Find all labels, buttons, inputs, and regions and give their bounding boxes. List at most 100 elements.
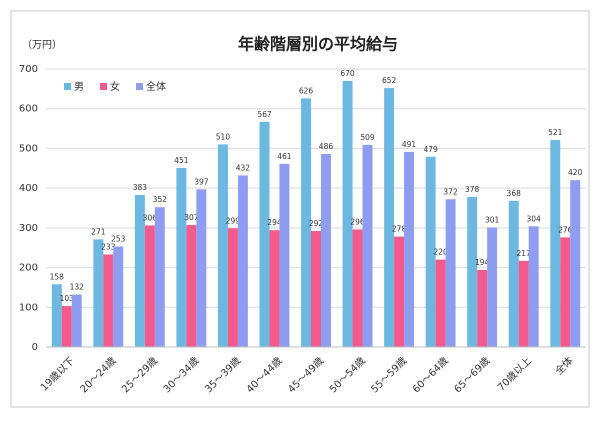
- x-tick-label: 55～59歳: [369, 355, 410, 396]
- bar: [134, 194, 145, 347]
- value-label: 253: [111, 235, 126, 244]
- legend-swatch: [100, 83, 107, 90]
- bar: [550, 140, 561, 347]
- legend-label: 男: [74, 81, 84, 93]
- value-label: 461: [277, 152, 292, 161]
- bar: [560, 237, 571, 347]
- value-label: 491: [402, 140, 417, 149]
- x-tick-label: 45～49歳: [286, 355, 327, 396]
- y-tick-label: 700: [19, 64, 38, 75]
- value-label: 486: [319, 142, 334, 151]
- bar: [144, 225, 155, 347]
- legend-label: 全体: [146, 80, 166, 93]
- bar: [196, 189, 207, 347]
- chart-frame: [10, 10, 590, 408]
- bar: [71, 294, 82, 347]
- x-tick-label: 全体: [552, 354, 575, 377]
- bar: [217, 144, 228, 347]
- value-label: 509: [360, 133, 375, 142]
- y-tick-label: 600: [19, 104, 38, 115]
- bar: [311, 231, 321, 347]
- x-tick-label: 35～39歳: [203, 355, 244, 396]
- bar: [103, 254, 114, 347]
- bar: [176, 167, 187, 347]
- bar: [467, 196, 478, 347]
- x-tick-label: 60～64歳: [410, 355, 451, 396]
- value-label: 132: [70, 283, 85, 292]
- bar: [227, 228, 238, 347]
- bar: [113, 246, 124, 347]
- bar: [342, 80, 353, 348]
- legend-swatch: [136, 83, 143, 90]
- chart-title: 年齢階層別の平均給与: [238, 35, 398, 54]
- value-label: 276: [558, 225, 573, 234]
- bar: [93, 239, 104, 347]
- y-tick-label: 400: [19, 183, 38, 194]
- value-label: 306: [143, 213, 158, 222]
- value-label: 510: [216, 132, 231, 141]
- bar: [362, 144, 373, 347]
- bar: [435, 259, 446, 347]
- x-tick-label: 40～44歳: [244, 355, 285, 396]
- value-label: 220: [433, 248, 448, 257]
- value-label: 103: [60, 294, 75, 303]
- bar: [477, 269, 488, 347]
- bar: [394, 236, 405, 347]
- bar: [518, 260, 529, 347]
- value-label: 299: [226, 216, 241, 225]
- value-label: 292: [309, 219, 324, 228]
- y-tick-label: 200: [19, 263, 38, 274]
- x-tick-label: 65～69歳: [452, 355, 493, 396]
- y-axis-label: （万円）: [22, 39, 62, 51]
- x-tick-label: 30～34歳: [161, 355, 202, 396]
- bar: [154, 207, 165, 347]
- value-label: 158: [50, 272, 65, 281]
- x-tick-label: 25～29歳: [119, 355, 160, 396]
- value-label: 670: [340, 69, 355, 78]
- bar: [445, 199, 456, 347]
- value-label: 479: [423, 145, 438, 154]
- value-label: 294: [267, 218, 282, 227]
- bar: [404, 152, 415, 347]
- x-tick-label: 19歳以下: [38, 355, 77, 394]
- value-label: 194: [475, 258, 490, 267]
- bar: [237, 175, 248, 347]
- value-label: 304: [526, 214, 541, 223]
- value-label: 301: [485, 215, 500, 224]
- value-label: 296: [350, 217, 365, 226]
- y-tick-label: 100: [19, 302, 38, 313]
- bar: [320, 153, 331, 347]
- bar: [259, 121, 270, 347]
- value-label: 368: [507, 189, 522, 198]
- bar: [528, 226, 539, 347]
- value-label: 521: [548, 128, 563, 137]
- value-label: 397: [194, 177, 209, 186]
- bar: [61, 306, 72, 347]
- bar: [51, 284, 62, 347]
- legend-label: 女: [110, 80, 120, 93]
- bar: [301, 98, 312, 347]
- y-tick-label: 500: [19, 143, 38, 154]
- value-label: 307: [184, 213, 199, 222]
- bar: [570, 180, 581, 347]
- x-tick-label: 20～24歳: [78, 355, 119, 396]
- value-label: 271: [91, 227, 106, 236]
- bar: [425, 156, 436, 347]
- value-label: 567: [257, 110, 272, 119]
- bar: [269, 230, 280, 347]
- bar: [487, 227, 498, 347]
- y-tick-label: 300: [19, 223, 38, 234]
- legend-swatch: [64, 83, 71, 90]
- bar: [186, 225, 197, 347]
- bar: [508, 200, 519, 347]
- bar: [384, 88, 395, 347]
- value-label: 378: [465, 185, 480, 194]
- bar: [279, 163, 290, 347]
- x-tick-label: 50～54歳: [327, 355, 368, 396]
- value-label: 652: [382, 76, 397, 85]
- value-label: 352: [153, 195, 168, 204]
- bar: [352, 229, 363, 347]
- x-tick-label: 70歳以上: [495, 355, 534, 394]
- value-label: 451: [174, 156, 189, 165]
